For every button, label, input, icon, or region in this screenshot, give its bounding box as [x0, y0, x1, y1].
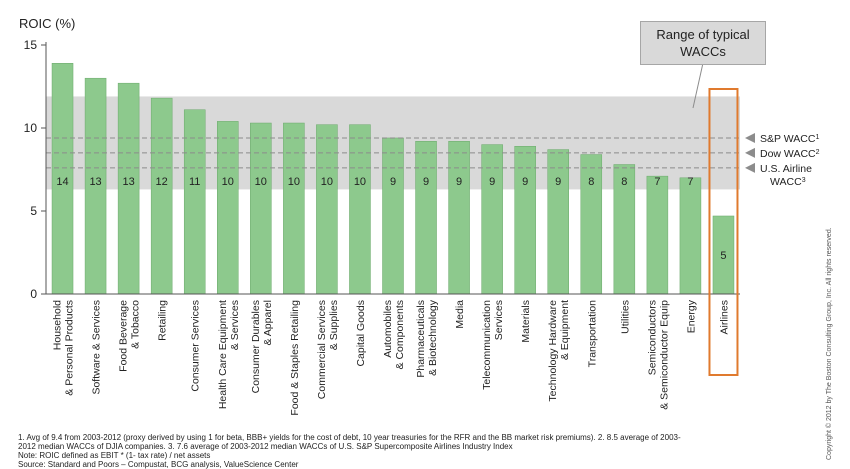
bar: [382, 137, 404, 295]
wacc-footnote-ref: 3: [802, 176, 806, 183]
callout-line-2: WACCs: [680, 44, 726, 59]
x-tick-label: Consumer Services: [190, 300, 202, 392]
x-tick-label: Utilities: [619, 300, 631, 334]
x-tick-label: Health Care Equipment: [217, 300, 229, 409]
bar-data-label: 7: [687, 176, 693, 188]
bar-data-label: 9: [489, 176, 495, 188]
bar-data-label: 10: [288, 176, 300, 188]
x-tick-label: Food Beverage: [118, 300, 130, 372]
bar-data-label: 9: [423, 176, 429, 188]
wacc-label: S&P WACC1: [760, 133, 819, 145]
x-tick-label: Software & Services: [91, 300, 103, 395]
x-tick-label: & Semiconductor Equip: [658, 300, 670, 410]
wacc-label: Dow WACC2: [760, 148, 820, 160]
bar: [283, 122, 305, 295]
x-tick-label: Telecommunication: [481, 300, 493, 390]
bar-data-label: 9: [390, 176, 396, 188]
footnote: 1. Avg of 9.4 from 2003-2012 (proxy deri…: [18, 433, 798, 469]
callout-pointer: [692, 62, 704, 109]
bar: [481, 144, 503, 295]
bar-data-label: 10: [255, 176, 267, 188]
bar: [250, 122, 272, 295]
bar-data-label: 8: [588, 176, 594, 188]
bar-data-label: 10: [321, 176, 333, 188]
x-tick-label: Semiconductors: [646, 300, 658, 375]
footnote-line-4: Source: Standard and Poors – Compustat, …: [18, 460, 299, 469]
wacc-footnote-ref: 2: [816, 148, 820, 155]
x-tick-label: Materials: [520, 300, 532, 343]
footnote-line-2: 2012 median WACCs of DJIA companies. 3. …: [18, 442, 513, 451]
x-tick-label: & Services: [229, 300, 241, 350]
bar: [150, 97, 173, 295]
bar-data-label: 5: [720, 250, 726, 262]
bar-data-label: 9: [555, 176, 561, 188]
x-tick-label: Consumer Durables: [250, 300, 262, 393]
callout-line-1: Range of typical: [656, 27, 750, 42]
y-tick-label: 5: [30, 204, 37, 218]
wacc-marker-triangle: [745, 162, 755, 173]
wacc-marker-triangle: [745, 132, 755, 143]
bar-data-label: 13: [89, 176, 101, 188]
bar-data-label: 11: [189, 176, 200, 188]
bar: [349, 124, 371, 295]
bar: [316, 124, 338, 295]
airlines-highlight-box: [708, 88, 739, 376]
bar: [514, 146, 536, 295]
wacc-footnote-ref: 1: [815, 133, 819, 140]
footnote-line-3: Note: ROIC defined as EBIT * (1- tax rat…: [18, 451, 211, 460]
y-tick-label: 15: [24, 38, 38, 52]
x-tick-label: & Biotechnology: [427, 299, 439, 376]
x-tick-label: Retailing: [157, 300, 169, 341]
x-tick-label: & Apparel: [262, 300, 274, 346]
bar: [547, 149, 569, 295]
bar: [646, 175, 669, 295]
x-tick-label: Services: [493, 300, 505, 340]
x-tick-label: & Personal Products: [64, 300, 76, 396]
bar-data-label: 10: [354, 176, 366, 188]
x-tick-label: Energy: [685, 299, 697, 333]
bar: [448, 141, 470, 295]
copyright-notice: Copyright © 2012 by The Boston Consultin…: [826, 227, 833, 460]
wacc-marker-triangle: [745, 147, 755, 158]
x-tick-label: & Tobacco: [130, 300, 142, 349]
bar-data-label: 7: [654, 176, 660, 188]
bar: [183, 109, 206, 295]
x-tick-label: Automobiles: [382, 300, 394, 358]
bar-data-label: 10: [222, 176, 234, 188]
x-tick-label: Capital Goods: [355, 300, 367, 367]
x-tick-label: Transportation: [586, 300, 598, 367]
bar-data-label: 9: [456, 176, 462, 188]
x-tick-label: Pharmaceuticals: [415, 300, 427, 378]
bar: [679, 177, 702, 295]
bar: [415, 141, 437, 295]
bar: [117, 82, 140, 295]
x-tick-label: & Equipment: [559, 300, 571, 360]
x-tick-label: Media: [454, 300, 466, 329]
x-tick-label: & Supplies: [328, 300, 340, 350]
y-tick-label: 10: [24, 121, 38, 135]
bar-data-label: 14: [56, 176, 68, 188]
wacc-label-line-2: WACC3: [770, 176, 806, 188]
bar-data-label: 9: [522, 176, 528, 188]
bar-data-label: 12: [156, 176, 168, 188]
x-tick-label: Household: [52, 300, 64, 350]
x-tick-label: Commercial Services: [316, 300, 328, 399]
x-tick-label: Food & Staples Retailing: [289, 300, 301, 416]
wacc-label: U.S. Airline: [760, 163, 812, 175]
bar-data-label: 8: [621, 176, 627, 188]
y-tick-label: 0: [30, 287, 37, 301]
x-tick-label: & Components: [394, 300, 406, 369]
x-tick-label: Airlines: [718, 300, 730, 334]
x-tick-label: Technology Hardware: [547, 300, 559, 402]
bar: [217, 121, 239, 295]
y-axis-title: ROIC (%): [19, 16, 76, 31]
bar-data-label: 13: [122, 176, 134, 188]
footnote-line-1: 1. Avg of 9.4 from 2003-2012 (proxy deri…: [18, 433, 681, 442]
wacc-range-callout: Range of typical WACCs: [640, 21, 766, 65]
